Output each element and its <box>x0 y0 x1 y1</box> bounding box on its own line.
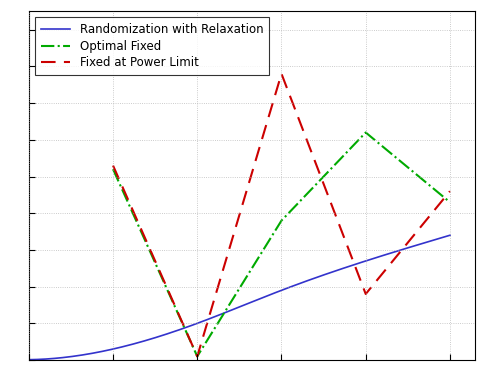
Optimal Fixed <box>278 218 284 223</box>
Legend: Randomization with Relaxation, Optimal Fixed, Fixed at Power Limit: Randomization with Relaxation, Optimal F… <box>35 17 269 75</box>
Randomization with Relaxation <box>408 245 413 249</box>
Randomization with Relaxation <box>284 286 289 291</box>
Randomization with Relaxation <box>381 253 386 257</box>
Optimal Fixed <box>363 130 369 135</box>
Optimal Fixed <box>447 200 453 205</box>
Optimal Fixed <box>110 167 116 171</box>
Fixed at Power Limit <box>363 292 369 296</box>
Line: Randomization with Relaxation: Randomization with Relaxation <box>29 235 450 360</box>
Line: Optimal Fixed: Optimal Fixed <box>113 133 450 356</box>
Fixed at Power Limit <box>278 72 284 76</box>
Optimal Fixed <box>194 354 200 359</box>
Randomization with Relaxation <box>27 357 33 362</box>
Randomization with Relaxation <box>275 289 281 294</box>
Fixed at Power Limit <box>194 354 200 359</box>
Randomization with Relaxation <box>447 233 453 238</box>
Randomization with Relaxation <box>26 357 32 362</box>
Randomization with Relaxation <box>276 289 282 293</box>
Fixed at Power Limit <box>447 189 453 194</box>
Fixed at Power Limit <box>110 163 116 168</box>
Line: Fixed at Power Limit: Fixed at Power Limit <box>113 74 450 356</box>
